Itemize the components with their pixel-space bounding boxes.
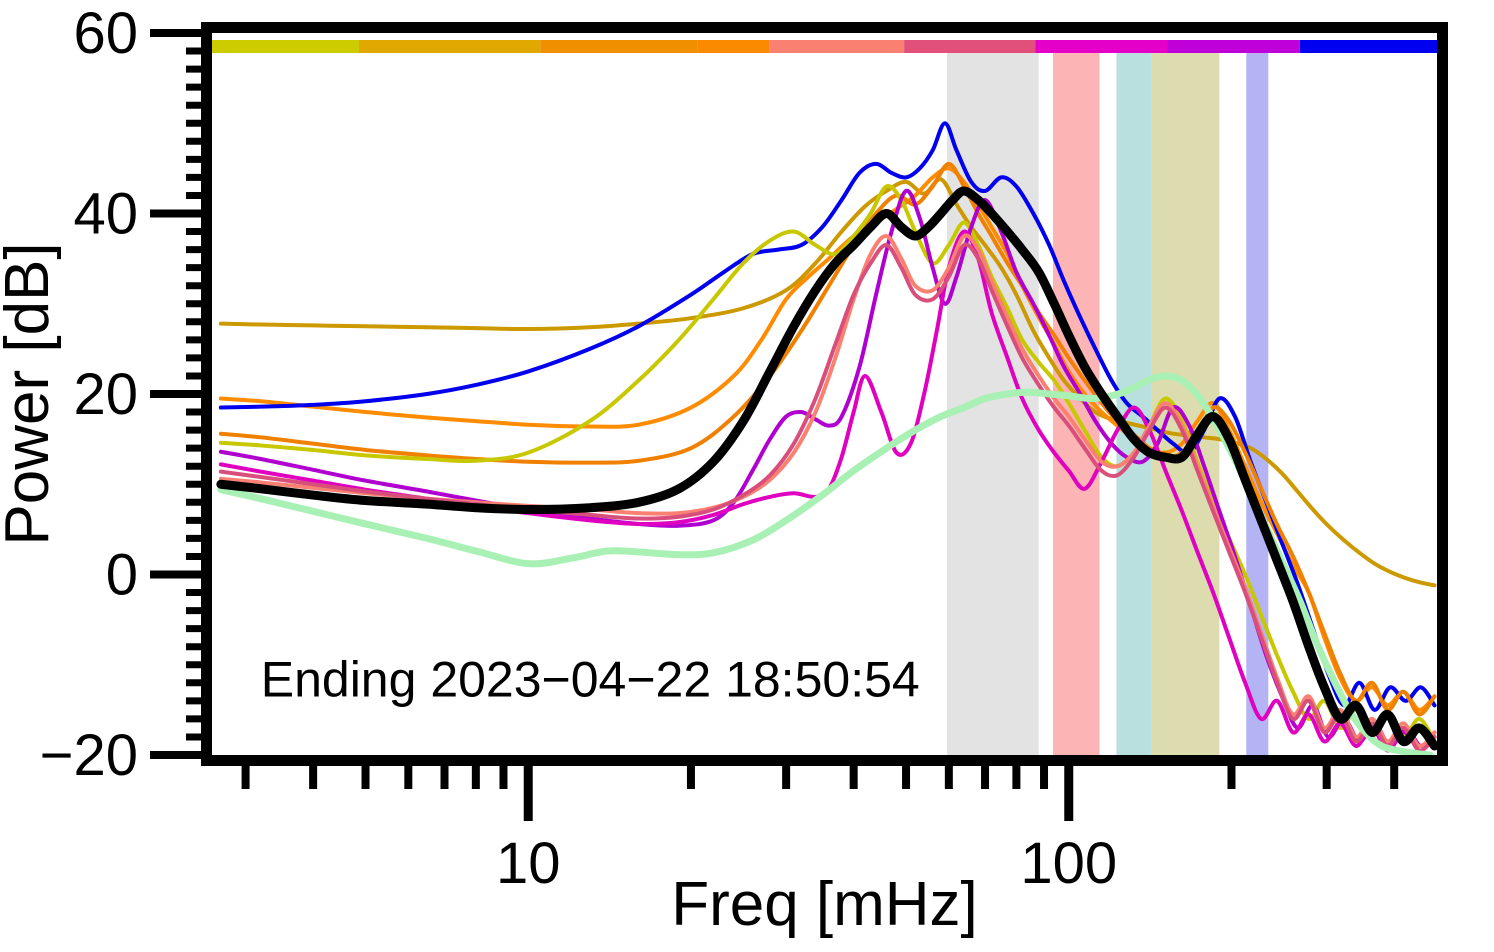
- y-tick-label: 40: [73, 182, 138, 247]
- axis-ticks-layer: −20 0 20 40 60 10 100: [40, 1, 1399, 896]
- colorbar-segment-4: [769, 40, 905, 53]
- x-axis-label: Freq [mHz]: [671, 870, 978, 939]
- band-teal: [1116, 45, 1152, 755]
- axes-frame-layer: [201, 22, 1448, 766]
- ending-timestamp-annotation: Ending 2023−04−22 18:50:54: [261, 651, 920, 707]
- colorbar-segment-8: [1299, 40, 1437, 53]
- y-tick-label: 20: [73, 362, 138, 427]
- y-tick-label: −20: [40, 723, 138, 788]
- y-axis-label: Power [dB]: [0, 242, 62, 545]
- colorbar-layer: [212, 40, 1437, 53]
- series-psd-darkgoldenrod-high: [218, 177, 1437, 588]
- axes-frame: [201, 22, 1448, 766]
- x-tick-label: 100: [1020, 831, 1117, 896]
- series-psd-olive: [218, 184, 1437, 744]
- y-tick-label: 0: [106, 543, 138, 608]
- colorbar-segment-3: [697, 40, 770, 53]
- colorbar-segment-6: [1035, 40, 1168, 53]
- colorbar-segment-1: [359, 40, 541, 53]
- band-periwinkle: [1246, 45, 1269, 755]
- colorbar-segment-0: [212, 40, 359, 53]
- colorbar-segment-7: [1167, 40, 1300, 53]
- series-psd-blue: [218, 121, 1437, 712]
- series-psd-salmon: [218, 233, 1437, 748]
- x-tick-label: 10: [496, 831, 561, 896]
- psd-curves-layer: [216, 121, 1437, 755]
- series-psd-magenta: [218, 229, 1437, 753]
- axis-labels-layer: Freq [mHz] Power [dB] Ending 2023−04−22 …: [0, 242, 978, 939]
- series-psd-mean-black: [216, 186, 1437, 751]
- colorbar-segment-5: [904, 40, 1036, 53]
- series-psd-lightgreen: [217, 372, 1434, 755]
- series-psd-crimson: [218, 242, 1437, 753]
- y-tick-label: 60: [73, 1, 138, 66]
- colorbar-segment-2: [540, 40, 698, 53]
